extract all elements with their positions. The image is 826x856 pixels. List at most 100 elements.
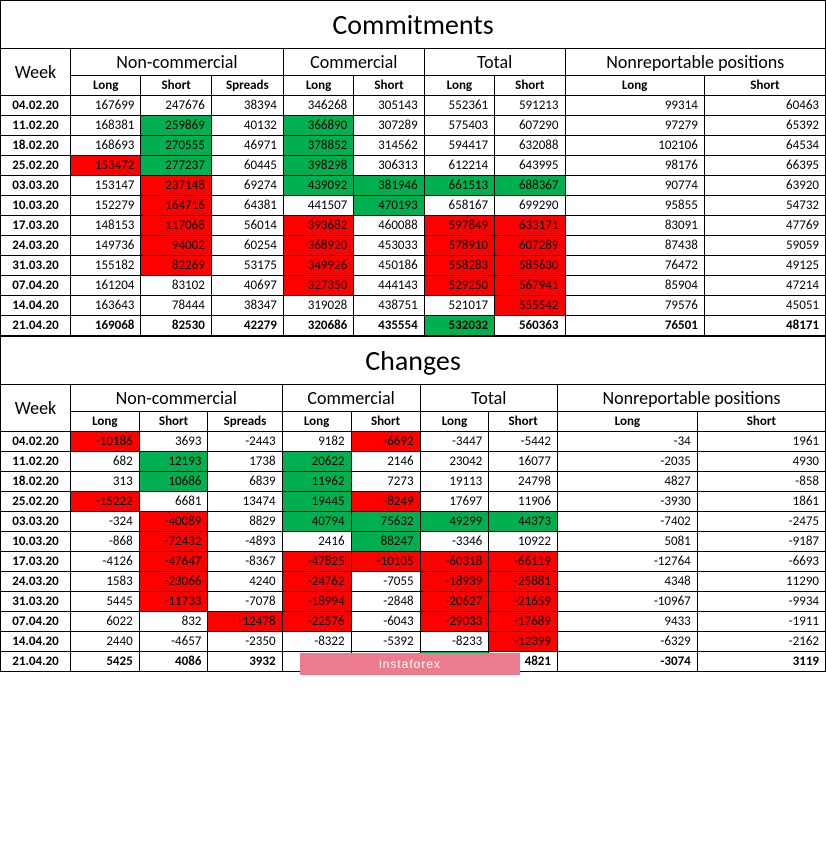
data-cell: 5445	[71, 592, 140, 612]
data-cell: 95855	[565, 196, 704, 216]
data-cell: -4657	[139, 632, 208, 652]
data-cell: -40089	[139, 512, 208, 532]
data-cell: 76472	[565, 256, 704, 276]
data-cell: 529250	[424, 276, 494, 296]
data-cell: 438751	[354, 296, 424, 316]
data-cell: 102106	[565, 136, 704, 156]
data-cell: 56014	[211, 216, 283, 236]
data-cell: 607289	[495, 236, 565, 256]
table-row: 24.03.201583-230664240-24762-7055-18939-…	[1, 572, 826, 592]
commitments-sub-row: Long Short Spreads Long Short Long Short…	[1, 76, 826, 96]
data-cell: 60445	[211, 156, 283, 176]
data-cell: -10105	[351, 552, 420, 572]
data-cell: 439092	[283, 176, 353, 196]
data-cell: 83102	[141, 276, 211, 296]
data-cell: -868	[71, 532, 140, 552]
data-cell: 607290	[495, 116, 565, 136]
data-cell: 597849	[424, 216, 494, 236]
data-cell: 2440	[71, 632, 140, 652]
data-cell: 164716	[141, 196, 211, 216]
table-row: 07.04.206022832-12478-22576-6043-29033-1…	[1, 612, 826, 632]
week-cell: 04.02.20	[1, 96, 71, 116]
data-cell: 7273	[351, 472, 420, 492]
data-cell: -60318	[420, 552, 489, 572]
data-cell: 237148	[141, 176, 211, 196]
col-noncommercial2: Non-commercial	[71, 385, 283, 412]
data-cell: 87438	[565, 236, 704, 256]
sub-c-long: Long	[283, 76, 353, 96]
data-cell: 38394	[211, 96, 283, 116]
data-cell: 12193	[139, 452, 208, 472]
data-cell: 6681	[139, 492, 208, 512]
data-cell: 594417	[424, 136, 494, 156]
data-cell: -34	[557, 432, 697, 452]
data-cell: 19445	[282, 492, 351, 512]
commitments-body: 04.02.2016769924767638394346268305143552…	[1, 96, 826, 336]
data-cell: 8829	[208, 512, 282, 532]
data-cell: -9187	[697, 532, 825, 552]
data-cell: -3930	[557, 492, 697, 512]
data-cell: 5425	[71, 652, 140, 672]
data-cell: -3346	[420, 532, 489, 552]
data-cell: 169068	[71, 316, 141, 336]
page-container: Commitments Week Non-commercial Commerci…	[0, 0, 826, 672]
table-row: 24.03.2014973694002602543689204530335789…	[1, 236, 826, 256]
data-cell: 3932	[208, 652, 282, 672]
table-row: 04.02.20-101863693-24439182-6692-3447-54…	[1, 432, 826, 452]
data-cell: 148153	[71, 216, 141, 236]
data-cell: 6022	[71, 612, 140, 632]
week-cell: 31.03.20	[1, 592, 71, 612]
data-cell: 444143	[354, 276, 424, 296]
sub2-c-short: Short	[351, 412, 420, 432]
col-commercial: Commercial	[283, 49, 424, 76]
week-cell: 21.04.20	[1, 652, 71, 672]
week-cell: 24.03.20	[1, 572, 71, 592]
data-cell: 555542	[495, 296, 565, 316]
data-cell: 94002	[141, 236, 211, 256]
data-cell: -17689	[489, 612, 558, 632]
data-cell: -2162	[697, 632, 825, 652]
data-cell: 11962	[282, 472, 351, 492]
data-cell: 314562	[354, 136, 424, 156]
data-cell: 40794	[282, 512, 351, 532]
data-cell: 313	[71, 472, 140, 492]
data-cell: 64381	[211, 196, 283, 216]
data-cell: 3119	[697, 652, 825, 672]
week-cell: 25.02.20	[1, 492, 71, 512]
week-cell: 31.03.20	[1, 256, 71, 276]
data-cell: -2475	[697, 512, 825, 532]
data-cell: -6329	[557, 632, 697, 652]
week-cell: 18.02.20	[1, 136, 71, 156]
data-cell: 167699	[71, 96, 141, 116]
data-cell: 153472	[71, 156, 141, 176]
changes-group-row: Week Non-commercial Commercial Total Non…	[1, 385, 826, 412]
data-cell: 40132	[211, 116, 283, 136]
sub-t-short: Short	[495, 76, 565, 96]
data-cell: 393682	[283, 216, 353, 236]
table-row: 18.02.2016869327055546971378852314562594…	[1, 136, 826, 156]
data-cell: -2035	[557, 452, 697, 472]
week-cell: 04.02.20	[1, 432, 71, 452]
changes-title-row: Changes	[1, 337, 826, 385]
data-cell: -858	[697, 472, 825, 492]
data-cell: -47647	[139, 552, 208, 572]
data-cell: 161204	[71, 276, 141, 296]
data-cell: 1738	[208, 452, 282, 472]
data-cell: 366890	[283, 116, 353, 136]
col-nonreportable2: Nonreportable positions	[557, 385, 825, 412]
data-cell: 450186	[354, 256, 424, 276]
data-cell: -20627	[420, 592, 489, 612]
table-row: 31.03.2015518282269531753499264501865582…	[1, 256, 826, 276]
data-cell: -2350	[208, 632, 282, 652]
data-cell: 378852	[283, 136, 353, 156]
data-cell: -12478	[208, 612, 282, 632]
data-cell: 633171	[495, 216, 565, 236]
data-cell: -9934	[697, 592, 825, 612]
data-cell: 591213	[495, 96, 565, 116]
data-cell: 49299	[420, 512, 489, 532]
data-cell: 632088	[495, 136, 565, 156]
table-row: 25.02.2015347227723760445398298306313612…	[1, 156, 826, 176]
table-row: 07.04.2016120483102406973273504441435292…	[1, 276, 826, 296]
data-cell: 306313	[354, 156, 424, 176]
data-cell: -24762	[282, 572, 351, 592]
